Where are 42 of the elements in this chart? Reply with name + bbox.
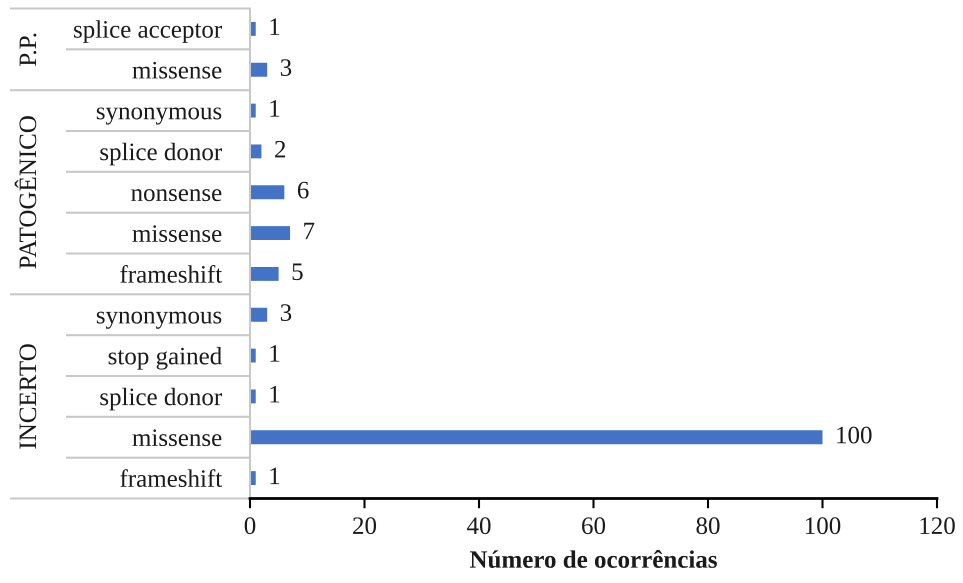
text: P.P.	[20, 34, 36, 66]
x-tick-label: 60	[582, 517, 606, 534]
y-tick-label: missense	[132, 225, 222, 242]
x-tick-label: 20	[353, 517, 376, 534]
y-tick-label: missense	[132, 429, 222, 446]
data-label: 6	[298, 182, 309, 199]
text: INCERTO	[19, 344, 36, 449]
data-label: 1	[270, 386, 280, 402]
bar	[250, 308, 268, 322]
text: PATOGÊNICO	[14, 116, 36, 269]
y-tick-label: frameshift	[120, 469, 222, 488]
data-label: 1	[270, 100, 280, 117]
y-tick-label: frameshift	[120, 264, 222, 283]
bar	[250, 144, 262, 158]
y-tick-label: synonymous	[96, 107, 222, 125]
bar	[250, 185, 284, 200]
bar	[250, 430, 822, 444]
bar	[250, 226, 290, 240]
x-tick-label: 120	[920, 517, 955, 534]
x-tick-label: 80	[696, 517, 720, 534]
data-label: 100	[837, 426, 872, 444]
y-tick-label: splice donor	[100, 142, 222, 166]
data-label: 7	[304, 222, 314, 240]
data-label: 1	[270, 345, 280, 362]
y-tick-label: splice donor	[100, 388, 222, 410]
y-tick-label: missense	[132, 62, 222, 79]
data-label: 3	[280, 304, 292, 322]
bar	[250, 62, 268, 77]
data-label: 2	[275, 140, 286, 158]
data-label: 5	[292, 264, 303, 280]
y-tick-label: splice acceptor	[74, 20, 222, 43]
x-tick-label: 0	[244, 517, 256, 534]
x-tick-label: 100	[806, 517, 840, 534]
bar	[250, 266, 279, 281]
data-label: 1	[270, 468, 280, 484]
x-tick-label: 40	[466, 517, 491, 534]
y-tick-label: nonsense	[131, 189, 222, 202]
data-label: 3	[280, 59, 292, 76]
data-label: 1	[270, 18, 280, 35]
y-tick-label: stop gained	[108, 346, 222, 370]
y-tick-label: synonymous	[96, 312, 222, 329]
x-axis-title: Número de ocorrências	[470, 550, 717, 568]
